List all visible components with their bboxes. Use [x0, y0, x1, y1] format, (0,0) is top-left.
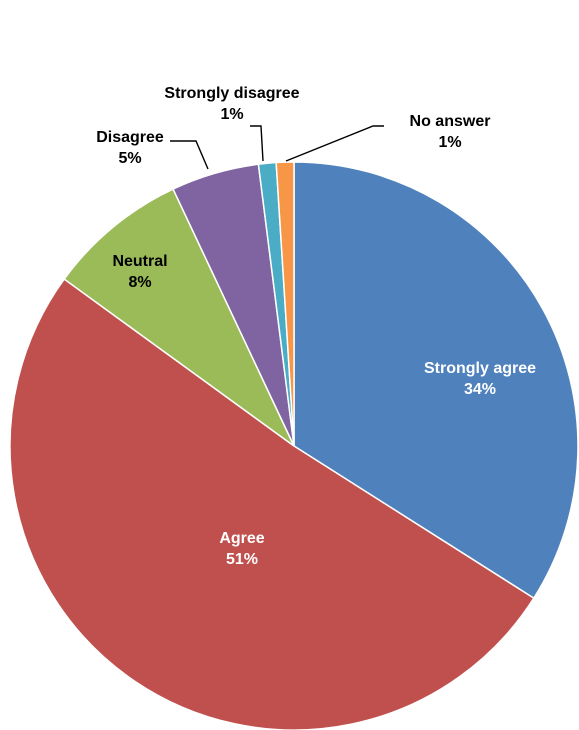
leader-line-strongly-disagree: [250, 125, 264, 162]
slice-percent-label: 5%: [118, 150, 141, 167]
slice-category-label: Disagree: [96, 129, 164, 146]
pie-slice-strongly-agree: [293, 161, 579, 600]
slice-percent-label: 8%: [128, 274, 151, 291]
slice-percent-label: 34%: [464, 381, 496, 398]
slice-category-label: Agree: [219, 530, 264, 547]
data-label-strongly-agree: Strongly agree 34%: [424, 360, 536, 398]
leader-lines-layer: [170, 125, 384, 170]
leader-line-disagree: [170, 140, 209, 170]
pie-slice-no-answer: [275, 161, 295, 447]
slice-category-label: Strongly agree: [424, 360, 536, 377]
data-label-strongly-disagree: Strongly disagree 1%: [164, 85, 299, 123]
slice-category-label: Neutral: [112, 253, 167, 270]
slice-category-label: No answer: [410, 113, 491, 130]
slice-category-label: Strongly disagree: [164, 85, 299, 102]
data-label-no-answer: No answer 1%: [410, 113, 491, 151]
labels-layer: Strongly agree 34% Agree 51% Neutral 8% Disagr…: [96, 85, 536, 568]
slice-percent-label: 1%: [220, 106, 243, 123]
pie-slice-neutral: [63, 188, 295, 447]
pie-slice-agree: [9, 278, 535, 730]
slices-layer: [9, 161, 579, 730]
slice-percent-label: 1%: [438, 134, 461, 151]
slice-percent-label: 51%: [226, 551, 258, 568]
data-label-neutral: Neutral 8%: [112, 253, 167, 291]
data-label-disagree: Disagree 5%: [96, 129, 164, 167]
data-label-agree: Agree 51%: [219, 530, 264, 568]
leader-line-no-answer: [285, 125, 384, 162]
